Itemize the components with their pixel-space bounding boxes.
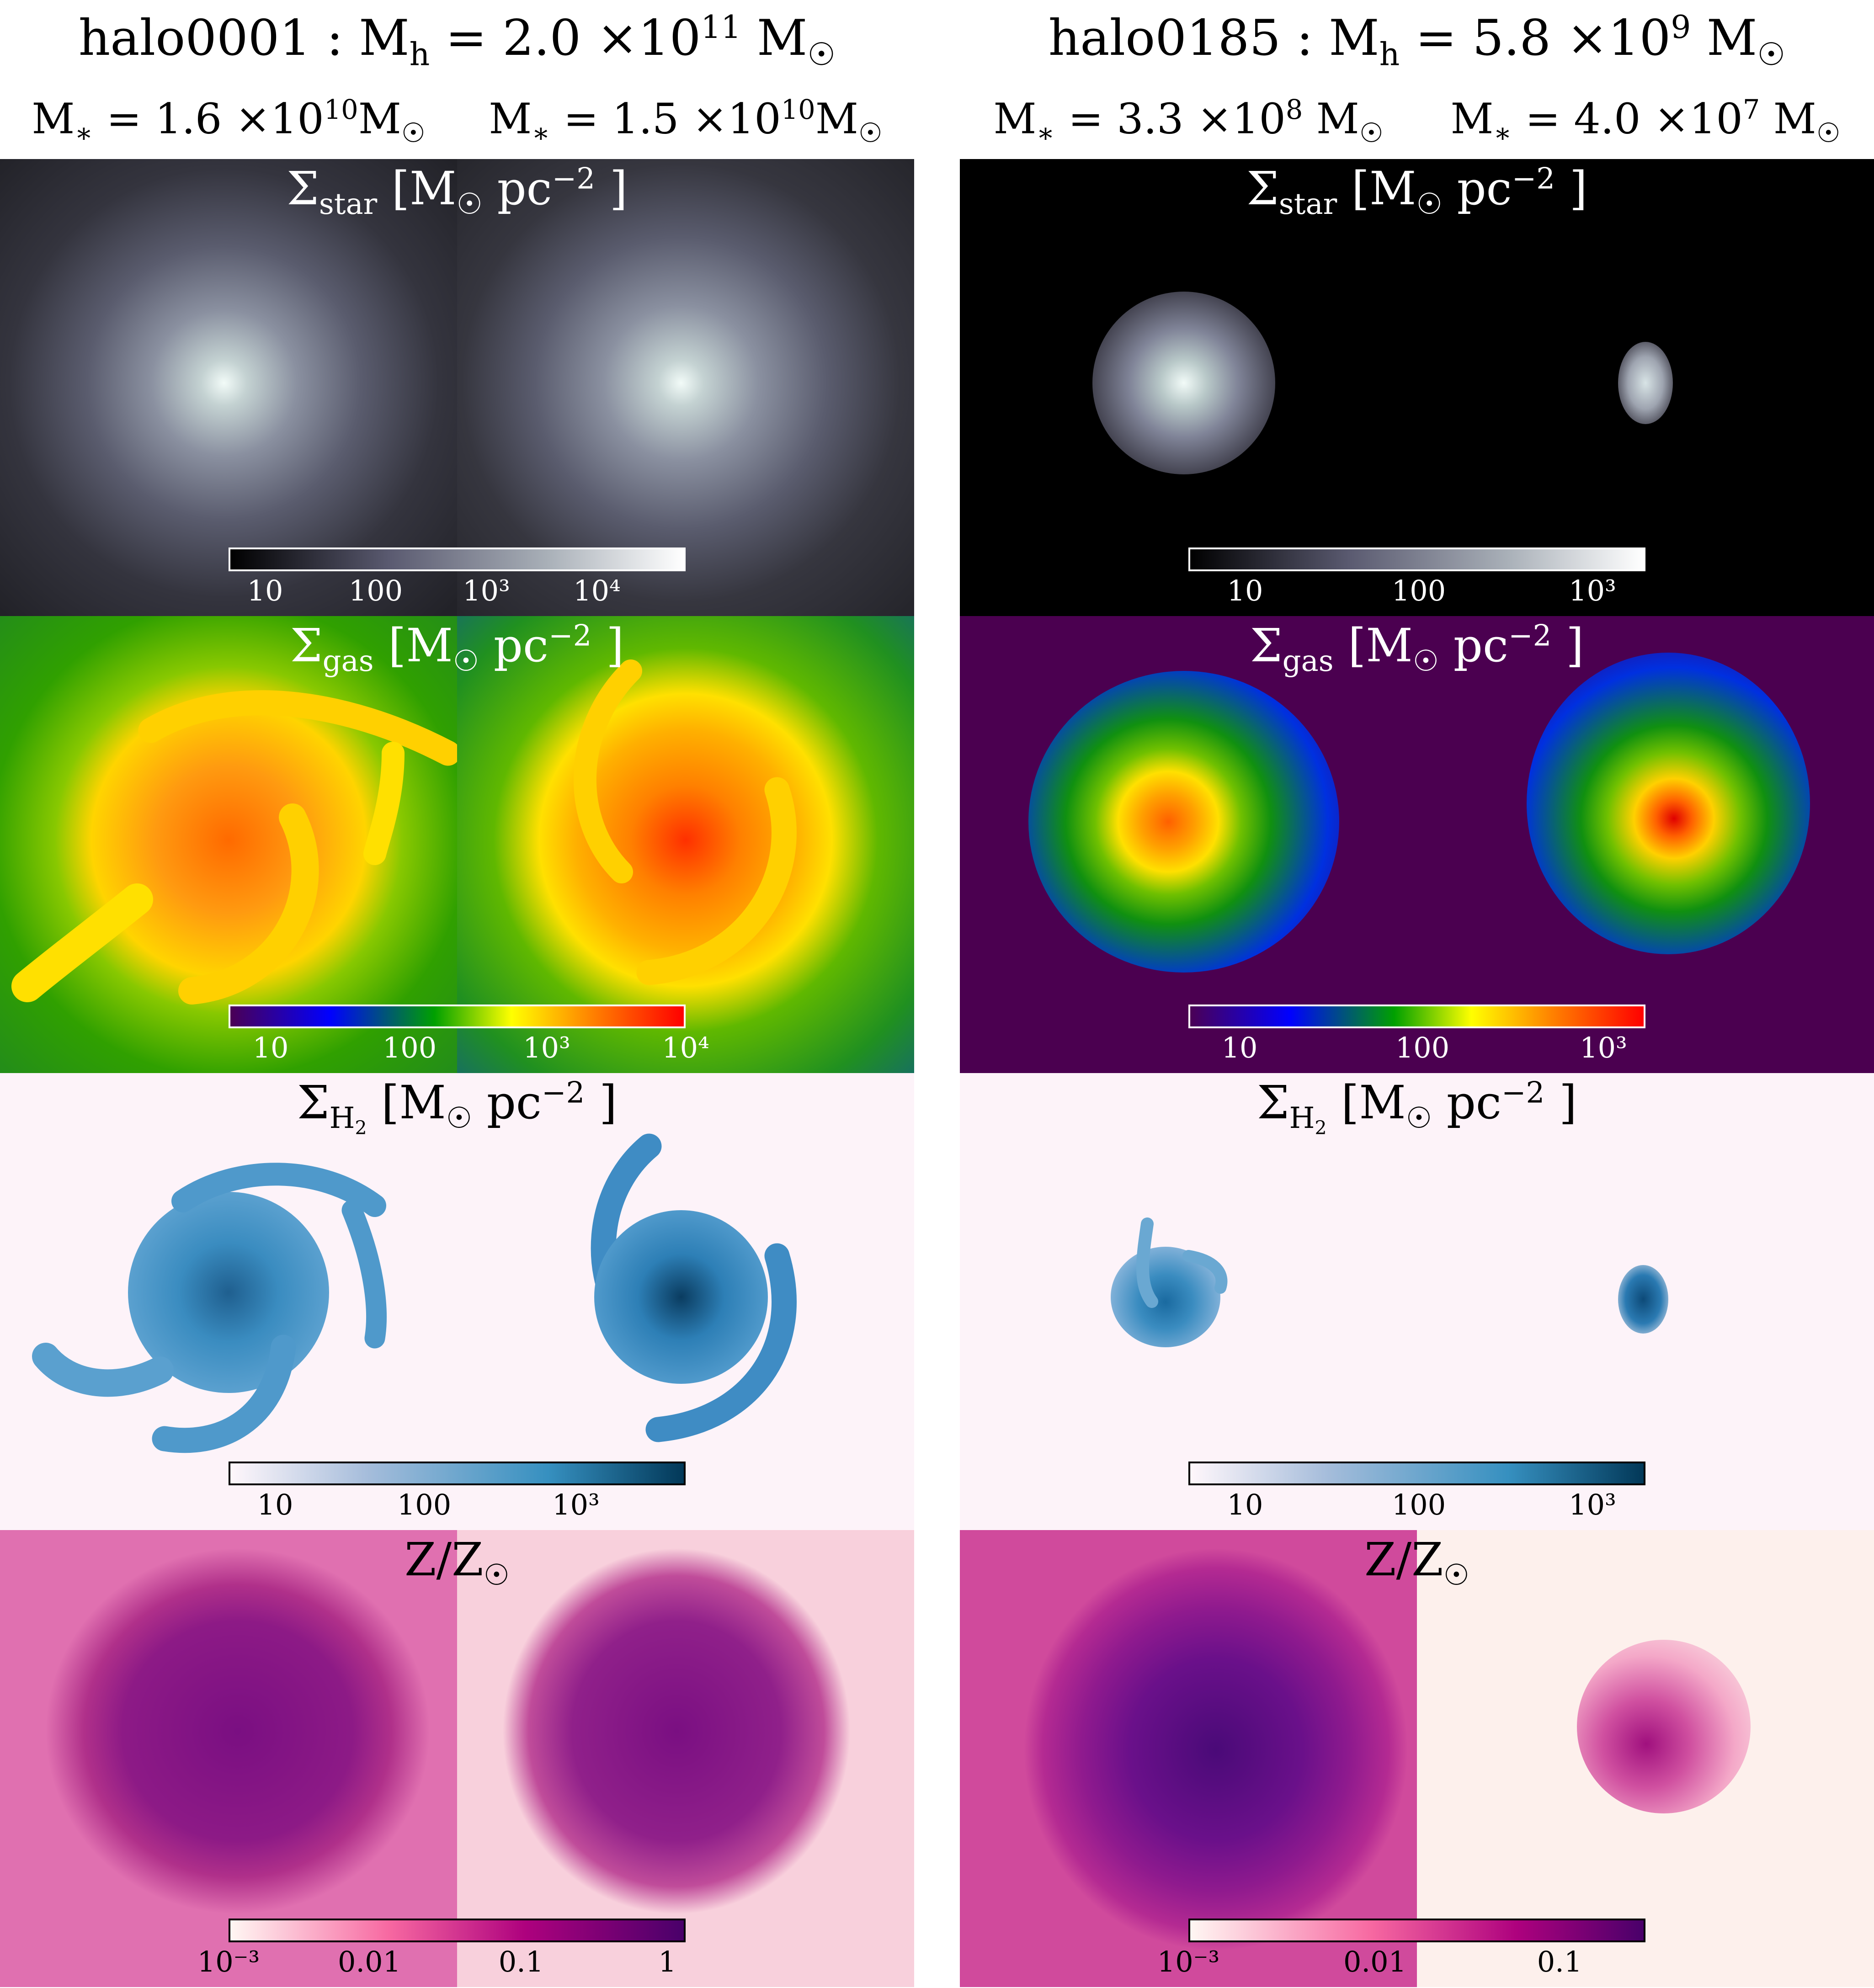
right-stellar-panel: Σstar [M☉ pc−2 ] 10 100 10³	[960, 159, 1874, 616]
right-metal-title: Z/Z☉	[1364, 1533, 1470, 1592]
right-column: Σstar [M☉ pc−2 ] 10 100 10³ Σgas [M☉ pc−…	[960, 159, 1874, 1988]
right-gas-tick-100: 100	[1395, 1031, 1450, 1064]
left-metal-tick-0.1: 0.1	[498, 1945, 544, 1978]
left-metal-image-2	[457, 1530, 914, 1987]
right-stellar-tick-10: 10	[1227, 574, 1263, 607]
right-h2-colorbar	[1188, 1462, 1645, 1485]
right-stellar-mass-1: M∗ = 3.3 ×108 M☉	[993, 94, 1384, 149]
left-stellar-mass-1: M∗ = 1.6 ×1010M☉	[32, 94, 426, 149]
right-gas-title: Σgas [M☉ pc−2 ]	[1250, 619, 1584, 678]
left-metal-title: Z/Z☉	[404, 1533, 510, 1592]
left-h2-spiral-arms	[32, 1133, 797, 1453]
right-metal-tick-0.1: 0.1	[1537, 1945, 1582, 1978]
left-gas-image-2	[457, 616, 914, 1073]
right-h2-galaxy-2	[1618, 1265, 1668, 1334]
left-stellar-tick-10: 10	[247, 574, 283, 607]
right-stellar-tick-100: 100	[1391, 574, 1446, 607]
left-h2-tick-100: 100	[397, 1488, 452, 1521]
left-metal-tick-1: 1	[658, 1945, 676, 1978]
right-h2-title: ΣH2 [M☉ pc−2 ]	[1256, 1076, 1577, 1139]
right-gas-colorbar	[1188, 1005, 1645, 1028]
left-metal-tick-1e-3: 10⁻³	[197, 1945, 260, 1978]
right-h2-spiral-arms	[1136, 1217, 1228, 1308]
left-h2-disk-2	[594, 1210, 768, 1384]
left-metal-colorbar	[229, 1919, 686, 1942]
left-stellar-image-2	[457, 159, 914, 616]
right-metal-tick-0.01: 0.01	[1343, 1945, 1407, 1978]
left-metal-panel: Z/Z☉ 10⁻³ 0.01 0.1 1	[0, 1530, 914, 1987]
right-stellar-galaxy-2	[1618, 342, 1673, 424]
right-h2-tick-100: 100	[1391, 1488, 1446, 1521]
right-stellar-tick-1e3: 10³	[1569, 574, 1616, 607]
left-metal-tick-0.01: 0.01	[337, 1945, 401, 1978]
left-gas-spiral-arms-2	[573, 659, 797, 985]
right-metal-colorbar	[1188, 1919, 1645, 1942]
left-stellar-colorbar	[229, 547, 686, 571]
left-gas-tick-100: 100	[382, 1031, 437, 1064]
left-stellar-tick-1e4: 10⁴	[573, 574, 621, 607]
right-h2-panel: ΣH2 [M☉ pc−2 ] 10 100 10³	[960, 1073, 1874, 1530]
right-stellar-colorbar	[1188, 547, 1645, 571]
right-gas-galaxy-1	[1028, 671, 1339, 973]
left-gas-image-1	[0, 616, 457, 1073]
left-metal-image-1	[0, 1530, 457, 1987]
right-metal-tick-1e-3: 10⁻³	[1157, 1945, 1220, 1978]
right-halo-title: halo0185 : Mh = 5.8 ×109 M☉	[1048, 9, 1786, 73]
right-metal-panel: Z/Z☉ 10⁻³ 0.01 0.1	[960, 1530, 1874, 1987]
left-gas-tick-10: 10	[252, 1031, 289, 1064]
right-gas-tick-1e3: 10³	[1580, 1031, 1627, 1064]
left-gas-colorbar	[229, 1005, 686, 1028]
left-gas-panel: Σgas [M☉ pc−2 ] 10 100 10³ 10⁴	[0, 616, 914, 1073]
right-metal-image-1	[960, 1530, 1417, 1987]
right-gas-galaxy-2	[1527, 653, 1810, 954]
left-h2-tick-1e3: 10³	[552, 1488, 600, 1521]
right-metal-galaxy-2	[1577, 1640, 1751, 1813]
left-stellar-image-1	[0, 159, 457, 616]
right-h2-tick-1e3: 10³	[1569, 1488, 1616, 1521]
right-stellar-galaxy-1	[1092, 292, 1275, 474]
left-h2-colorbar	[229, 1462, 686, 1485]
left-stellar-title: Σstar [M☉ pc−2 ]	[287, 162, 628, 221]
left-stellar-tick-100: 100	[348, 574, 403, 607]
left-halo-title: halo0001 : Mh = 2.0 ×1011 M☉	[78, 9, 836, 73]
right-h2-tick-10: 10	[1227, 1488, 1263, 1521]
right-gas-panel: Σgas [M☉ pc−2 ] 10 100 10³	[960, 616, 1874, 1073]
right-stellar-title: Σstar [M☉ pc−2 ]	[1246, 162, 1587, 221]
left-stellar-mass-2: M∗ = 1.5 ×1010M☉	[489, 94, 883, 149]
left-h2-title: ΣH2 [M☉ pc−2 ]	[297, 1076, 618, 1139]
right-gas-tick-10: 10	[1221, 1031, 1258, 1064]
left-column: Σstar [M☉ pc−2 ] 10 100 10³ 10⁴ Σgas [M☉…	[0, 159, 914, 1988]
left-stellar-tick-1e3: 10³	[463, 574, 510, 607]
left-gas-title: Σgas [M☉ pc−2 ]	[290, 619, 624, 678]
left-stellar-panel: Σstar [M☉ pc−2 ] 10 100 10³ 10⁴	[0, 159, 914, 616]
left-h2-panel: ΣH2 [M☉ pc−2 ] 10 100 10³	[0, 1073, 914, 1530]
left-gas-tick-1e3: 10³	[523, 1031, 570, 1064]
left-gas-tick-1e4: 10⁴	[662, 1031, 709, 1064]
right-stellar-mass-2: M∗ = 4.0 ×107 M☉	[1450, 94, 1841, 149]
left-gas-spiral-arms-1	[11, 690, 457, 1005]
left-h2-tick-10: 10	[257, 1488, 293, 1521]
